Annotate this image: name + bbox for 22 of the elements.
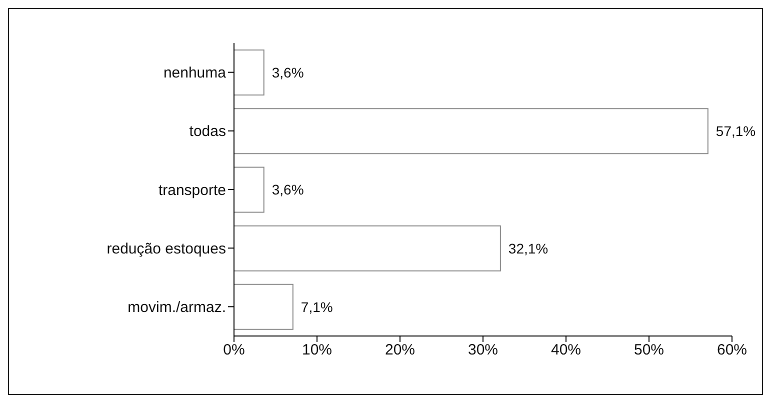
x-tick-label: 20% [384, 342, 416, 359]
data-label: 7,1% [300, 298, 333, 315]
x-tick-label: 50% [634, 342, 664, 359]
x-tick-label: 30% [468, 342, 498, 359]
data-label: 32,1% [508, 240, 548, 256]
y-tick-label: transporte [158, 182, 226, 199]
y-tick-label: nenhuma [163, 64, 227, 82]
data-label: 3,6% [272, 64, 304, 80]
data-label: 57,1% [716, 123, 756, 140]
bar [234, 225, 501, 272]
x-tick-label: 60% [716, 342, 748, 359]
bar [234, 50, 264, 96]
y-tick-label: movim./armaz. [128, 299, 226, 316]
bar [234, 284, 294, 330]
data-label: 3,6% [272, 182, 304, 198]
x-tick-label: 10% [302, 342, 332, 359]
x-tick-label: 40% [550, 342, 582, 359]
bar [234, 166, 264, 213]
x-tick-label: 0% [223, 342, 245, 359]
y-tick-label: redução estoques [106, 240, 226, 258]
bar [234, 108, 708, 154]
y-tick-label: todas [189, 123, 226, 140]
